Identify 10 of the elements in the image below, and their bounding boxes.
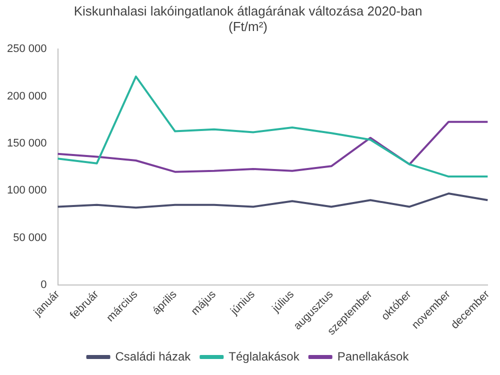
y-tick-label: 50 000: [13, 232, 47, 244]
y-tick-label: 150 000: [6, 138, 47, 150]
y-tick-label: 100 000: [6, 184, 47, 197]
y-tick-label: 250 000: [6, 43, 47, 56]
legend-label: Családi házak: [115, 349, 192, 364]
y-tick-label: 200 000: [6, 90, 47, 102]
legend-label: Panellakások: [337, 349, 410, 364]
y-tick-label: 0: [40, 279, 47, 292]
legend-label: Téglalakások: [228, 349, 300, 364]
chart-title: Kiskunhalasi lakóingatlanok átlagárának változása 2020-ban (Ft/m²): [74, 3, 422, 34]
